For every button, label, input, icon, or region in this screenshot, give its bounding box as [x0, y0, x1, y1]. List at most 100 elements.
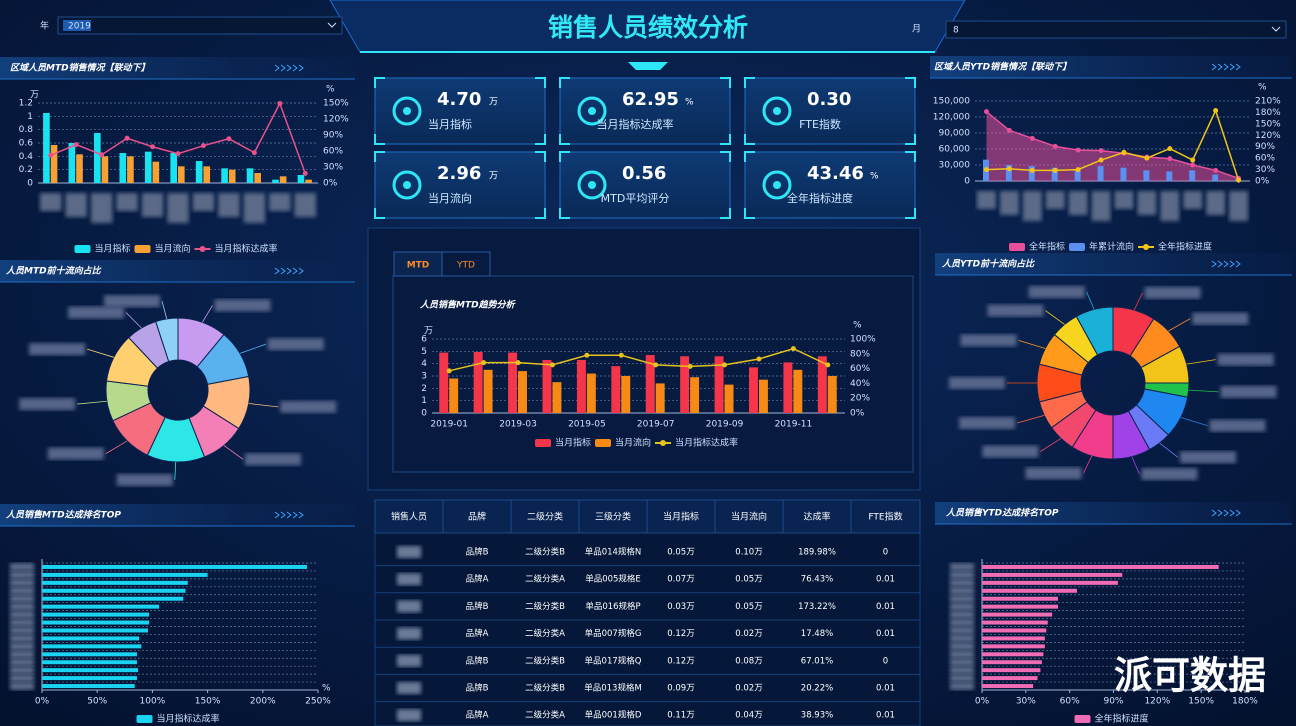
- y2-tick-label: 120%: [1255, 131, 1281, 141]
- table-cell: 0.10万: [735, 548, 762, 558]
- kpi-label: 当月流向: [428, 191, 472, 205]
- chart-title: 区域人员YTD销售情况【联动下】: [934, 62, 1071, 73]
- blurred-label: [950, 570, 974, 579]
- legend-swatch: [1074, 715, 1091, 723]
- month-select[interactable]: [945, 20, 1287, 39]
- y-unit: 万: [30, 91, 39, 101]
- blurred-label: [10, 570, 34, 579]
- y-tick-label: 3: [421, 372, 427, 382]
- x-tick-label: 0%: [35, 697, 50, 707]
- legend-label[interactable]: 年累计流向: [1089, 241, 1134, 253]
- blurred-label: [950, 602, 974, 611]
- blurred-name: [397, 654, 421, 667]
- bar: [508, 352, 518, 413]
- table-cell: 0.05万: [667, 548, 694, 558]
- kpi-icon-dot: [773, 181, 781, 189]
- x-tick-label: 2019-05: [568, 420, 606, 430]
- point: [200, 143, 206, 149]
- blurred-name: [397, 600, 421, 613]
- bar: [645, 355, 655, 413]
- table-cell: 0.05万: [735, 575, 762, 585]
- legend-swatch-dot: [1143, 244, 1149, 250]
- legend-label[interactable]: 当月指标: [95, 243, 131, 255]
- x-tick-label: 250%: [305, 697, 331, 707]
- table-cell: 品牌B: [466, 601, 489, 612]
- bar: [152, 161, 160, 183]
- table-header-cell: 品牌: [468, 511, 486, 523]
- x-unit: %: [322, 684, 331, 694]
- blurred-label: [950, 618, 974, 627]
- point: [124, 135, 130, 141]
- bar: [518, 371, 527, 413]
- kpi-icon-dot: [403, 107, 411, 115]
- blurred-label: [245, 453, 302, 466]
- point: [983, 109, 989, 115]
- y2-unit: %: [326, 85, 335, 95]
- bar: [42, 660, 137, 665]
- table-cell: 品牌A: [466, 628, 489, 639]
- y-tick-label: 30,000: [939, 161, 971, 171]
- blurred-label: [10, 650, 34, 659]
- x-tick-label: 2019-03: [499, 420, 537, 430]
- legend-label[interactable]: 全年指标进度: [1158, 241, 1212, 253]
- table-header-cell: 达成率: [803, 511, 830, 523]
- table-header-cell: 销售人员: [391, 511, 427, 523]
- legend-label[interactable]: 当月流向: [615, 437, 651, 449]
- tab-label[interactable]: YTD: [456, 261, 475, 271]
- point: [1075, 147, 1081, 153]
- point: [1029, 135, 1035, 141]
- band-arrow: [280, 64, 286, 72]
- table-cell: 二级分类A: [525, 574, 565, 585]
- year-select[interactable]: [57, 16, 343, 35]
- legend-swatch: [74, 245, 91, 253]
- x-tick-label: 150%: [195, 697, 221, 707]
- tab-ytd[interactable]: [441, 251, 491, 277]
- legend-label[interactable]: 当月指标达成率: [675, 437, 738, 449]
- bar: [42, 676, 137, 681]
- table-cell: 189.98%: [798, 548, 836, 558]
- blurred-label: [141, 193, 164, 217]
- kpi-label: MTD平均评分: [601, 192, 670, 205]
- legend-label[interactable]: 全年指标: [1029, 241, 1065, 253]
- legend-label[interactable]: 当月指标: [555, 437, 591, 449]
- kpi-label: 当月指标: [428, 117, 472, 131]
- blurred-label: [950, 586, 974, 595]
- tab-label[interactable]: MTD: [407, 261, 430, 271]
- bar: [982, 684, 1034, 689]
- chart-title: 人员销售YTD达成排名TOP: [946, 508, 1059, 519]
- legend-swatch: [595, 439, 611, 447]
- x-tick-label: 60%: [1060, 697, 1080, 707]
- legend-label[interactable]: 当月指标达成率: [157, 713, 220, 725]
- blurred-label: [1183, 191, 1203, 209]
- bar: [1097, 166, 1104, 181]
- chart-title: 区域人员MTD销售情况【联动下】: [10, 63, 150, 74]
- table-cell: 品牌A: [466, 710, 489, 721]
- table-cell: 单品013规格M: [584, 683, 642, 694]
- point: [302, 170, 308, 176]
- bar: [586, 373, 596, 413]
- kpi-value: 43.46: [807, 163, 864, 184]
- bar: [42, 572, 208, 577]
- y2-tick-label: 60%: [1255, 154, 1275, 164]
- kpi-icon: [577, 96, 607, 126]
- legend-label[interactable]: 当月流向: [155, 243, 191, 255]
- leader-line: [125, 312, 142, 329]
- leader-line: [239, 343, 266, 354]
- bar: [279, 176, 287, 183]
- table-cell: 0.11万: [667, 711, 694, 721]
- y2-tick-label: 150%: [323, 99, 349, 109]
- chart-title: 人员销售MTD趋势分析: [420, 300, 517, 311]
- bar: [42, 620, 150, 625]
- x-tick-label: 90%: [1103, 697, 1123, 707]
- tab-mtd[interactable]: [393, 251, 443, 277]
- bar: [982, 612, 1053, 617]
- legend-label[interactable]: 当月指标达成率: [215, 243, 278, 255]
- blurred-label: [40, 193, 62, 211]
- bar: [982, 644, 1045, 649]
- point: [1006, 166, 1012, 172]
- band-arrow: [1235, 509, 1241, 517]
- band-arrow: [274, 64, 280, 72]
- band-arrow: [1211, 509, 1217, 517]
- y2-tick-label: 90%: [323, 131, 343, 141]
- legend-label[interactable]: 全年指标进度: [1095, 713, 1149, 725]
